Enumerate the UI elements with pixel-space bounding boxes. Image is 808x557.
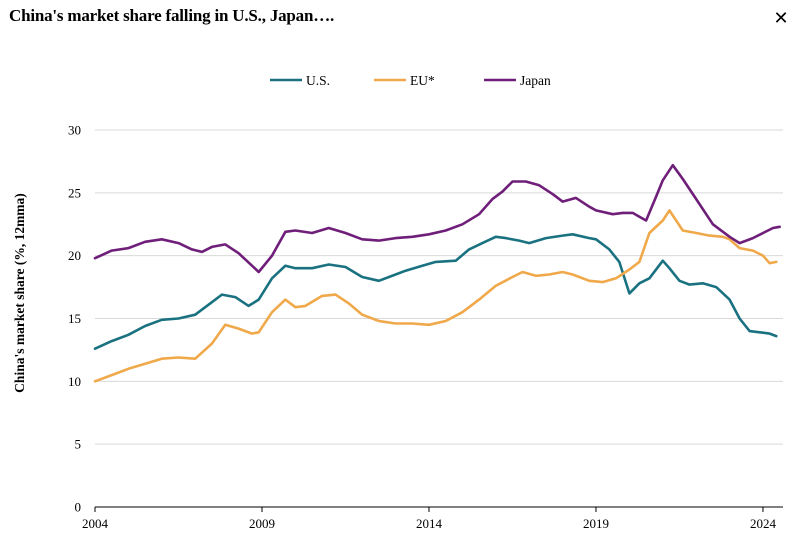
y-tick-label: 0 (75, 500, 82, 515)
legend-label-u-s: U.S. (306, 73, 330, 88)
close-icon[interactable]: ✕ (773, 8, 789, 29)
y-axis: 0 5 10 15 20 25 30 (68, 123, 81, 515)
chart-title: China's market share falling in U.S., Ja… (9, 6, 335, 25)
x-tick-label: 2024 (750, 516, 777, 531)
series-lines (93, 163, 782, 383)
y-tick-label: 30 (68, 123, 81, 138)
y-tick-label: 20 (68, 248, 81, 263)
gridlines (95, 129, 783, 445)
x-axis: 2004 2009 2014 2019 2024 (82, 506, 783, 531)
legend: U.S. EU* Japan (270, 73, 551, 88)
x-tick-label: 2014 (416, 516, 443, 531)
series-line-eu (93, 209, 778, 383)
y-tick-label: 25 (68, 185, 81, 200)
y-tick-label: 10 (68, 374, 81, 389)
series-line-u-s (93, 233, 778, 351)
x-tick-label: 2009 (249, 516, 275, 531)
y-tick-label: 5 (75, 437, 82, 452)
x-tick-label: 2004 (82, 516, 109, 531)
y-axis-title: China's market share (%, 12mma) (12, 193, 27, 393)
legend-label-japan: Japan (520, 73, 551, 88)
series-line-japan (93, 163, 782, 274)
legend-label-eu: EU* (410, 73, 435, 88)
x-tick-label: 2019 (583, 516, 609, 531)
y-tick-label: 15 (68, 311, 81, 326)
